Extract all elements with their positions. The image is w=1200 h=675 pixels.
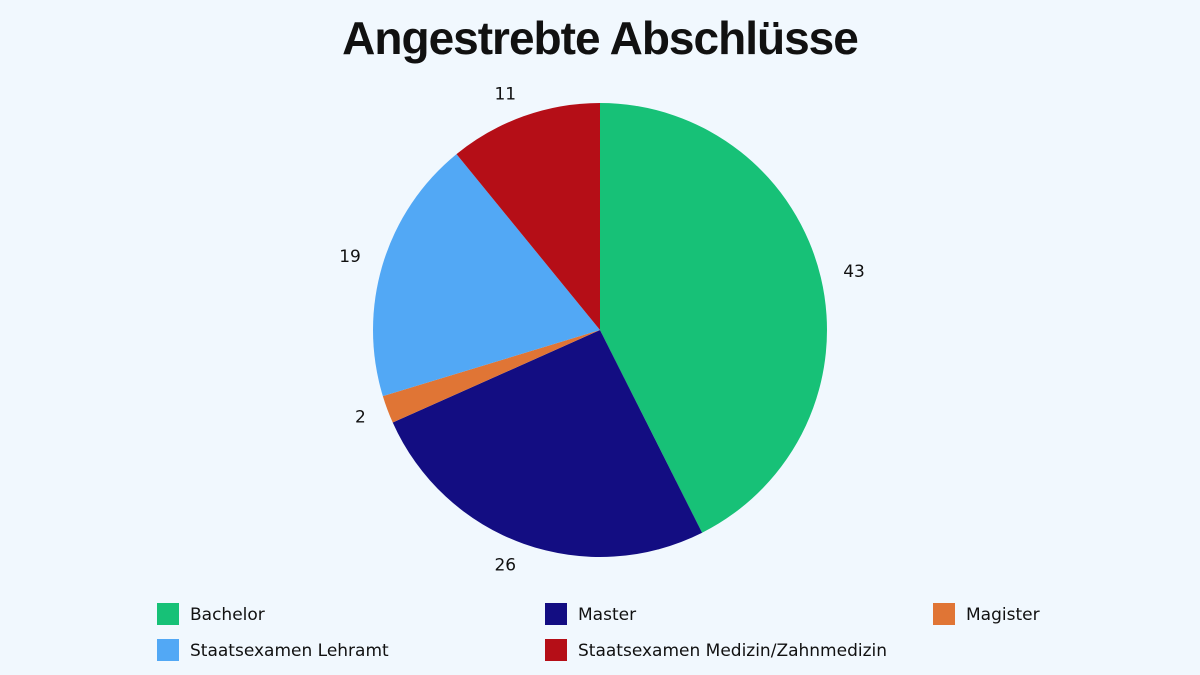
data-label: 26 (494, 556, 516, 576)
data-label: 2 (355, 408, 366, 428)
legend-swatch (933, 603, 955, 625)
legend-label: Staatsexamen Medizin/Zahnmedizin (578, 641, 887, 661)
data-label: 43 (843, 262, 865, 282)
legend-label: Master (578, 605, 636, 625)
legend-swatch (545, 639, 567, 661)
chart-title: Angestrebte Abschlüsse (342, 12, 858, 64)
pie-slice (392, 330, 703, 557)
legend-swatch (157, 603, 179, 625)
pie-slice (456, 103, 600, 330)
data-label: 19 (339, 247, 361, 267)
pie-slice (373, 154, 600, 397)
pie-slice (600, 103, 827, 533)
legend-label: Bachelor (190, 605, 265, 625)
pie-slice (382, 330, 600, 423)
legend-swatch (545, 603, 567, 625)
data-label: 11 (494, 84, 516, 104)
legend-swatch (157, 639, 179, 661)
legend-label: Staatsexamen Lehramt (190, 641, 389, 661)
legend-label: Magister (966, 605, 1040, 625)
